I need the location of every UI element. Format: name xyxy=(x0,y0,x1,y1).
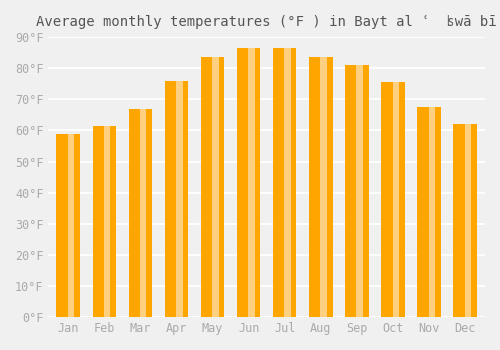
Bar xyxy=(273,48,296,317)
Bar xyxy=(454,124,477,317)
Bar xyxy=(464,124,471,317)
Bar xyxy=(56,134,80,317)
Bar xyxy=(92,126,116,317)
Bar xyxy=(428,107,435,317)
Bar xyxy=(345,65,368,317)
Bar xyxy=(309,57,332,317)
Bar xyxy=(104,126,110,317)
Bar xyxy=(418,107,441,317)
Bar xyxy=(212,57,218,317)
Bar xyxy=(392,82,399,317)
Bar xyxy=(164,80,188,317)
Bar xyxy=(248,48,254,317)
Bar xyxy=(201,57,224,317)
Bar xyxy=(237,48,260,317)
Bar xyxy=(140,108,146,317)
Bar xyxy=(128,108,152,317)
Bar xyxy=(68,134,74,317)
Bar xyxy=(176,80,182,317)
Bar xyxy=(284,48,291,317)
Bar xyxy=(356,65,363,317)
Bar xyxy=(382,82,404,317)
Title: Average monthly temperatures (°F ) in Bayt al ʿ  ʪwā bī: Average monthly temperatures (°F ) in Ba… xyxy=(36,15,497,29)
Bar xyxy=(320,57,327,317)
